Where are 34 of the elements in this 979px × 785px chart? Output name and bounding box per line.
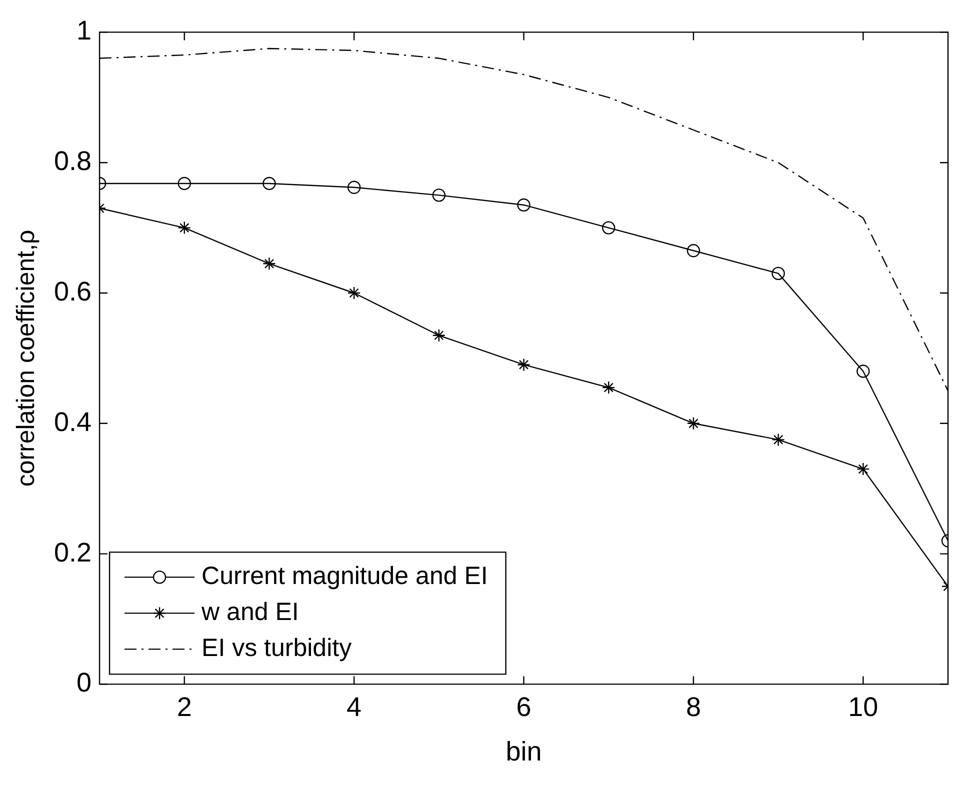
point [772, 266, 785, 280]
point [262, 257, 276, 270]
legend-label: Current magnitude and EI [202, 562, 488, 590]
y-axis-title: correlation coefficient,ρ [12, 230, 40, 487]
point [517, 198, 530, 212]
point [772, 433, 785, 446]
point [856, 364, 870, 378]
point [178, 176, 191, 190]
x-tick-label: 2 [176, 692, 192, 722]
point [686, 244, 700, 258]
point [432, 188, 446, 202]
y-tick-label: 0 [76, 668, 92, 698]
y-tick-label: 0.6 [54, 276, 92, 306]
x-tick-label: 8 [686, 692, 701, 722]
y-tick-label: 0.8 [54, 146, 92, 176]
point [686, 416, 700, 430]
x-axis-title: bin [506, 736, 542, 766]
point [602, 221, 616, 234]
point [856, 462, 870, 476]
x-tick-label: 10 [848, 692, 878, 722]
point [432, 328, 446, 342]
point [347, 180, 361, 194]
x-tick-label: 6 [516, 692, 532, 722]
point [347, 286, 361, 300]
y-tick-label: 0.2 [54, 537, 92, 568]
point [517, 358, 530, 372]
point [602, 380, 616, 394]
legend-label: w and EI [200, 598, 299, 626]
point [262, 176, 276, 190]
y-tick-label: 1 [76, 16, 92, 46]
point [178, 221, 191, 234]
x-tick-label: 4 [346, 692, 362, 722]
y-tick-label: 0.4 [54, 406, 92, 437]
legend-label: EI vs turbidity [202, 634, 352, 662]
